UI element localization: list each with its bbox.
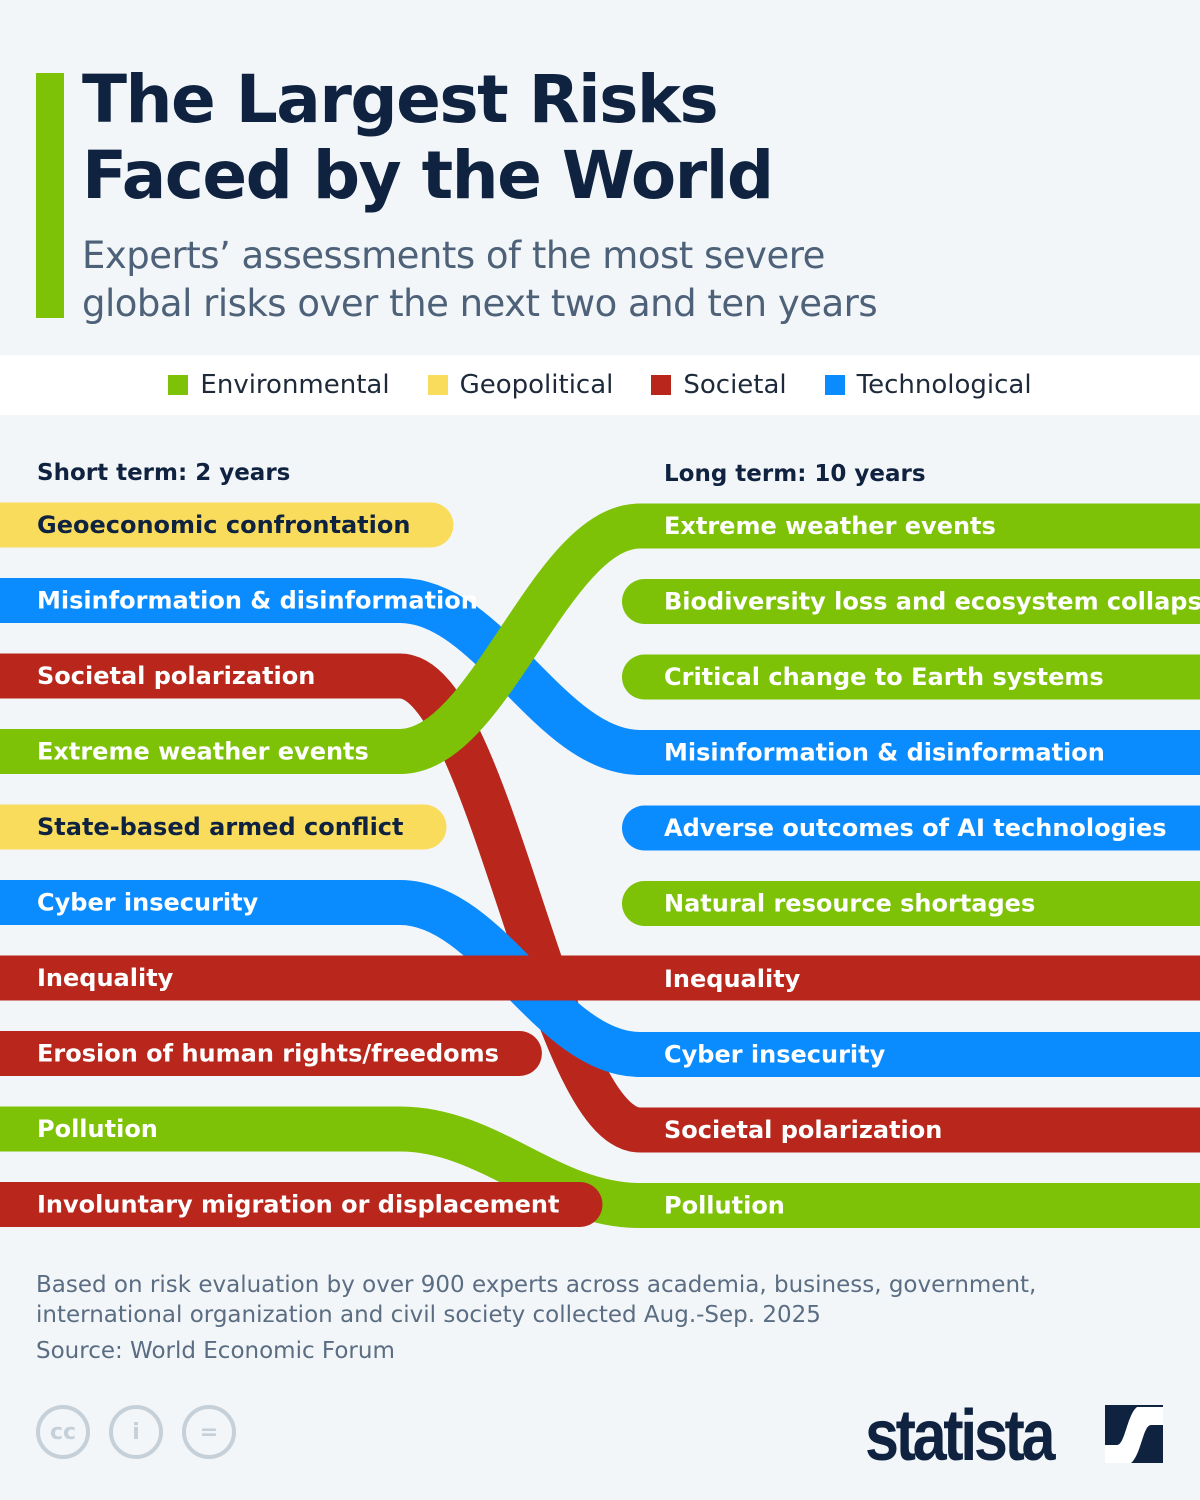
short-term-pill — [0, 804, 447, 850]
statista-logo-mark[interactable] — [1105, 1405, 1163, 1463]
long-term-label: Misinformation & disinformation — [664, 739, 1105, 767]
no-derivatives-icon: = — [182, 1405, 236, 1459]
legend-swatch — [168, 375, 189, 395]
long-term-label: Natural resource shortages — [664, 890, 1035, 918]
long-term-label: Inequality — [664, 965, 801, 993]
legend-swatch — [651, 375, 672, 395]
statista-logo[interactable]: statista — [865, 1396, 1055, 1476]
legend-item-societal: Societal — [651, 370, 787, 400]
attribution-icon: i — [109, 1405, 163, 1459]
legend-swatch — [427, 375, 448, 395]
long-term-pill — [622, 805, 1200, 851]
page-title: The Largest Risks Faced by the World — [82, 61, 774, 214]
short-term-pill — [0, 502, 454, 548]
short-term-heading: Short term: 2 years — [37, 460, 291, 486]
long-term-label: Pollution — [664, 1192, 785, 1220]
short-term-pill — [0, 1031, 542, 1076]
accent-bar — [36, 73, 64, 318]
long-term-pill — [622, 654, 1200, 700]
short-term-label: State-based armed conflict — [37, 813, 404, 841]
legend-item-geopolitical: Geopolitical — [427, 370, 613, 400]
long-term-label: Adverse outcomes of AI technologies — [664, 814, 1167, 842]
long-term-label: Cyber insecurity — [664, 1041, 886, 1069]
short-term-label: Pollution — [37, 1115, 158, 1143]
long-term-pill — [622, 579, 1200, 624]
flow-band — [0, 503, 1200, 774]
cc-icon: cc — [36, 1405, 90, 1459]
short-term-label: Misinformation & disinformation — [37, 587, 478, 615]
flow-band — [0, 653, 1200, 1153]
short-term-label: Inequality — [37, 964, 174, 992]
long-term-label: Extreme weather events — [664, 512, 996, 540]
long-term-pill — [622, 881, 1200, 926]
footnote: Based on risk evaluation by over 900 exp… — [36, 1272, 1037, 1328]
legend-swatch — [824, 375, 845, 395]
short-term-pill — [0, 1182, 603, 1227]
subtitle: Experts’ assessments of the most severe g… — [82, 234, 878, 325]
short-term-label: Involuntary migration or displacement — [37, 1191, 559, 1219]
short-term-label: Cyber insecurity — [37, 889, 259, 917]
long-term-label: Critical change to Earth systems — [664, 663, 1104, 691]
long-term-label: Biodiversity loss and ecosystem collapse — [664, 588, 1200, 616]
short-term-label: Erosion of human rights/freedoms — [37, 1040, 499, 1068]
flow-band — [0, 1106, 1200, 1228]
source: Source: World Economic Forum — [36, 1338, 395, 1364]
short-term-label: Societal polarization — [37, 662, 315, 690]
short-term-label: Extreme weather events — [37, 738, 369, 766]
long-term-heading: Long term: 10 years — [664, 461, 926, 487]
legend-item-environmental: Environmental — [168, 370, 390, 400]
short-term-label: Geoeconomic confrontation — [37, 511, 410, 539]
legend-item-technological: Technological — [824, 370, 1032, 400]
long-term-label: Societal polarization — [664, 1116, 942, 1144]
legend: Environmental Geopolitical Societal Tech… — [0, 355, 1200, 415]
